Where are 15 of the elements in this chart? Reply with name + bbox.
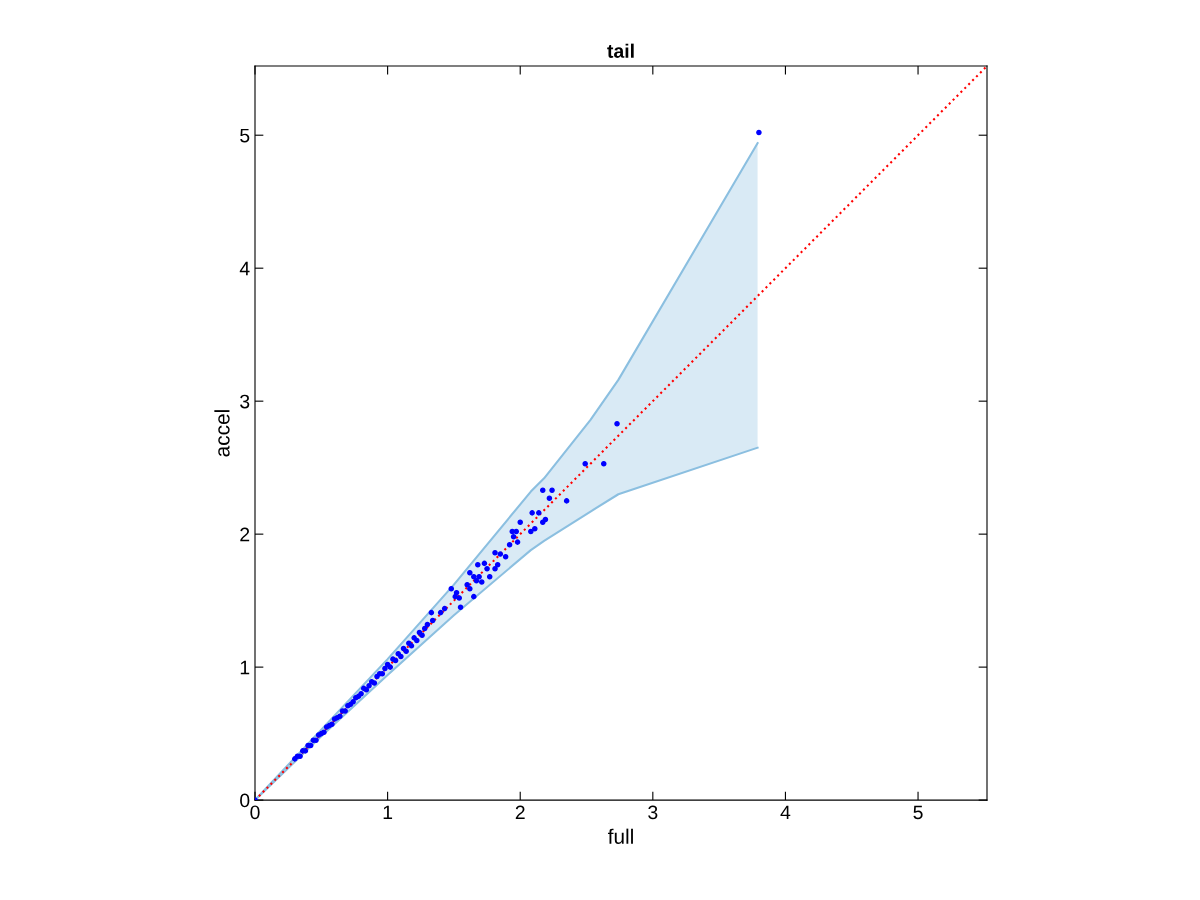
y-tick-label: 3 [240, 394, 250, 409]
y-tick-label: 2 [240, 527, 250, 542]
y-tick-label: 0 [240, 793, 250, 808]
y-axis-title: accel [214, 410, 230, 457]
x-tick-label: 5 [913, 805, 923, 820]
chart-title: tail [607, 43, 634, 58]
x-tick-label: 0 [250, 805, 260, 820]
x-tick-label: 1 [383, 805, 393, 820]
x-tick-label: 3 [648, 805, 658, 820]
x-tick-label: 2 [515, 805, 525, 820]
y-tick-label: 1 [240, 660, 250, 675]
x-axis-title: full [607, 828, 633, 844]
y-tick-label: 4 [239, 261, 250, 276]
x-tick-label: 4 [780, 805, 791, 820]
y-tick-label: 5 [240, 128, 250, 143]
